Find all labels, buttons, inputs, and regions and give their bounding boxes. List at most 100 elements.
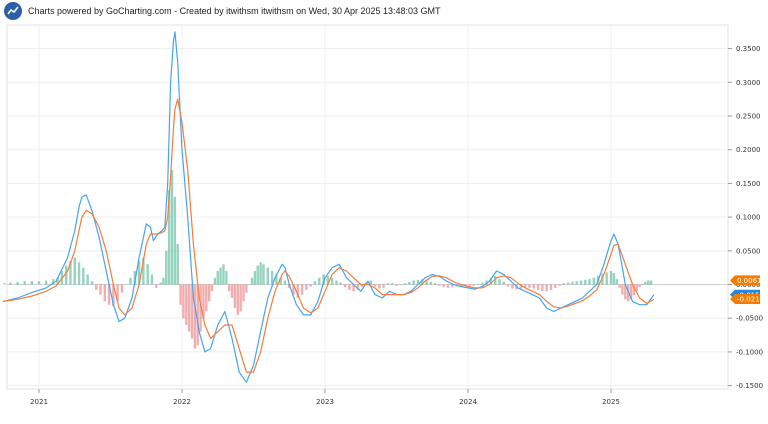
badge-top-value: 0.0061 [737,277,762,285]
histogram-bar [528,284,531,288]
histogram-bar [305,284,308,290]
histogram-bar [369,280,372,285]
y-tick-label: 0.0500 [736,247,761,255]
histogram-bar [425,280,428,285]
histogram-bar [199,284,202,332]
histogram [3,169,653,349]
histogram-bar [112,284,115,307]
histogram-bar [213,277,217,285]
histogram-bar [472,284,475,286]
histogram-bar [649,280,653,285]
histogram-bar [382,284,385,288]
histogram-bar [9,282,12,285]
histogram-bar [562,283,566,285]
x-tick-label: 2023 [316,398,334,406]
histogram-bar [99,284,102,295]
badge-top: 0.0061 [730,275,762,286]
last-value-badges: 0.0061 -0.0152 -0.0215 [730,275,764,305]
histogram-bar [173,196,177,285]
histogram-bar [146,264,149,285]
histogram-bar [485,280,488,285]
x-axis: 2021 2022 2023 2024 2025 [30,389,620,406]
histogram-bar [288,284,291,288]
histogram-bar [493,275,497,285]
histogram-bar [116,284,119,302]
histogram-bar [646,280,650,285]
histogram-bar [259,262,262,285]
histogram-bar [133,271,137,285]
histogram-bar [227,284,231,292]
histogram-bar [82,267,85,285]
histogram-bar [352,284,355,292]
histogram-bar [44,280,48,285]
histogram-bar [638,284,641,288]
y-tick-label: 0.1000 [736,214,761,222]
histogram-bar [165,250,168,285]
histogram-bar [451,284,454,288]
histogram-bar [644,281,647,285]
histogram-bar [179,284,182,305]
histogram-bar [416,279,420,285]
histogram-bar [176,244,179,285]
histogram-bar [378,284,381,289]
histogram-bar [541,284,544,292]
histogram-bar [612,273,616,285]
histogram-bar [391,283,394,285]
histogram-bar [621,284,624,295]
histogram-bar [459,284,463,287]
plot-area [6,24,729,390]
histogram-bar [150,274,154,285]
histogram-bar [532,284,535,289]
x-tick-label: 2025 [602,398,620,406]
macd-chart[interactable]: 0.3500 0.3000 0.2500 0.2000 0.1500 0.1000 0.05… [0,22,768,424]
histogram-bar [624,284,627,300]
histogram-bar [489,277,493,285]
histogram-bar [403,283,407,285]
x-tick-label: 2022 [173,398,191,406]
histogram-bar [554,284,557,288]
histogram-bar [519,284,523,289]
histogram-bar [219,267,222,285]
histogram-bar [605,272,608,285]
histogram-bar [196,284,199,346]
histogram-bar [433,283,437,285]
histogram-bar [142,257,145,285]
histogram-bar [233,284,237,309]
histogram-bar [395,284,398,286]
histogram-bar [64,265,68,285]
histogram-bar [239,284,242,312]
histogram-bar [300,284,304,295]
histogram-bar [292,284,295,295]
histogram-bar [635,284,638,292]
histogram-bar [125,284,128,286]
histogram-bar [476,283,480,285]
histogram-bar [468,284,471,286]
histogram-bar [579,280,583,285]
histogram-bar [339,282,342,285]
histogram-bar [373,284,377,287]
histogram-bar [322,274,325,285]
histogram-bar [575,281,578,285]
histogram-bar [23,281,26,285]
histogram-bar [502,281,505,285]
x-tick-label: 2024 [459,398,477,406]
histogram-bar [182,284,185,319]
histogram-bar [588,279,591,285]
histogram-bar [256,265,259,285]
histogram-bar [230,284,234,298]
y-tick-label: 0.2500 [736,113,761,121]
histogram-bar [162,277,165,285]
histogram-bar [571,281,574,285]
histogram-bar [498,279,501,285]
histogram-bar [159,282,162,285]
histogram-bar [318,277,321,285]
histogram-bar [155,284,158,288]
histogram-bar [52,279,55,285]
histogram-bar [584,279,587,285]
histogram-bar [618,284,621,288]
histogram-bar [216,271,219,285]
histogram-bar [506,284,510,287]
histogram-bar [446,284,450,288]
histogram-bar [360,284,364,288]
histogram-bar [438,284,441,286]
